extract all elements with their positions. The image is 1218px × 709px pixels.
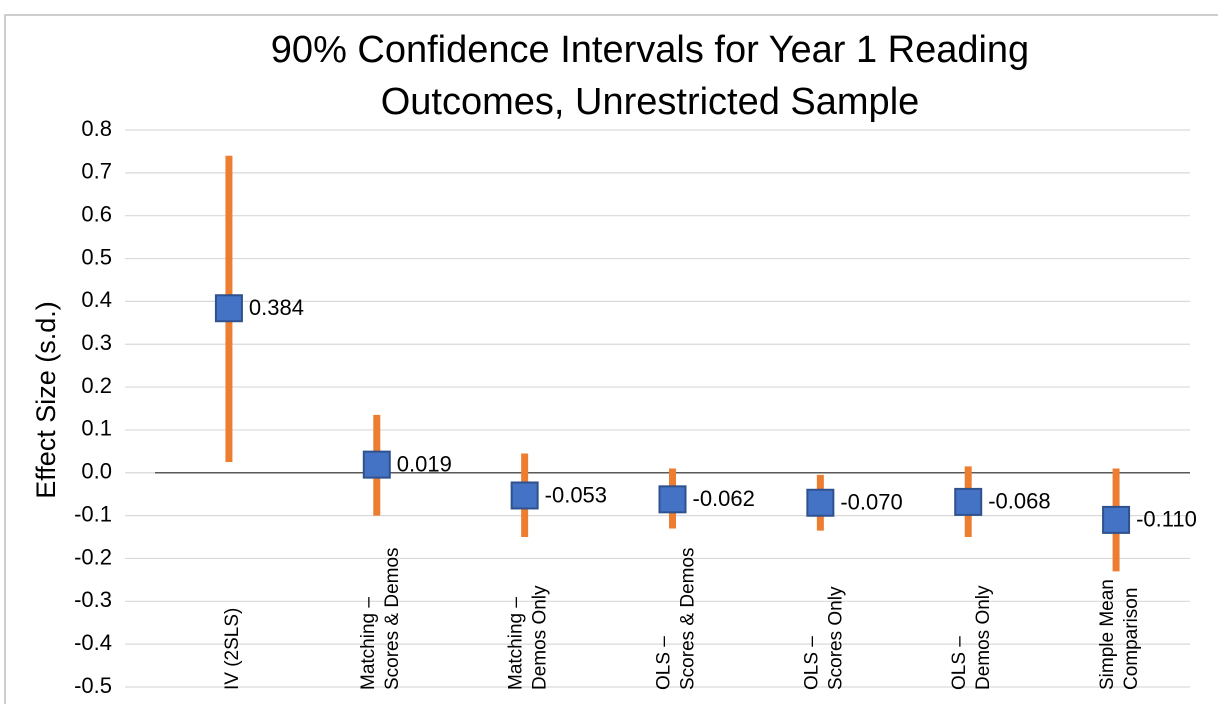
y-axis-title: Effect Size (s.d.) [31, 301, 61, 499]
x-tick-label: OLS – [654, 636, 675, 690]
y-tick-label: -0.1 [74, 501, 112, 526]
y-tick-label: 0.3 [81, 330, 112, 355]
x-tick-label: OLS – [801, 636, 822, 690]
chart-frame [4, 14, 1218, 704]
chart-title: 90% Confidence Intervals for Year 1 Read… [271, 29, 1029, 71]
x-tick-label: Demos Only [530, 585, 551, 690]
y-tick-label: 0.7 [81, 159, 112, 184]
x-tick-label: OLS – [949, 636, 970, 690]
point-estimate [1102, 505, 1131, 534]
point-estimate [954, 487, 983, 516]
point-estimate [806, 488, 835, 517]
x-tick-label: Simple Mean [1097, 579, 1118, 690]
y-tick-label: -0.4 [74, 630, 112, 655]
data-label: -0.070 [840, 490, 902, 515]
y-tick-label: 0.5 [81, 244, 112, 269]
y-tick-label: 0.6 [81, 202, 112, 227]
data-label: -0.068 [988, 489, 1050, 514]
x-tick-label: IV (2SLS) [222, 608, 243, 690]
x-tick-label: Scores & Demos [678, 547, 699, 690]
data-label: -0.062 [693, 486, 755, 511]
data-label: 0.384 [249, 295, 304, 320]
x-tick-label: Matching – [358, 597, 379, 690]
chart-title: Outcomes, Unrestricted Sample [381, 81, 920, 123]
point-estimate [658, 485, 687, 514]
y-tick-label: 0.0 [81, 459, 112, 484]
data-label: -0.110 [1136, 507, 1197, 532]
x-tick-label: Demos Only [973, 585, 994, 690]
data-label: 0.019 [397, 451, 452, 476]
y-tick-label: 0.1 [81, 416, 112, 441]
x-tick-label: Scores Only [825, 586, 846, 690]
y-tick-label: -0.5 [74, 673, 112, 698]
data-label: -0.053 [545, 482, 607, 507]
x-tick-label: Scores & Demos [382, 547, 403, 690]
y-tick-label: 0.2 [81, 373, 112, 398]
point-estimate [214, 294, 243, 323]
x-tick-label: Matching – [506, 597, 527, 690]
point-estimate [510, 481, 539, 510]
y-tick-label: 0.4 [81, 287, 112, 312]
y-tick-label: -0.2 [74, 544, 112, 569]
point-estimate [362, 450, 391, 479]
x-tick-label: Comparison [1121, 588, 1142, 690]
y-tick-label: 0.8 [81, 116, 112, 141]
y-tick-label: -0.3 [74, 587, 112, 612]
